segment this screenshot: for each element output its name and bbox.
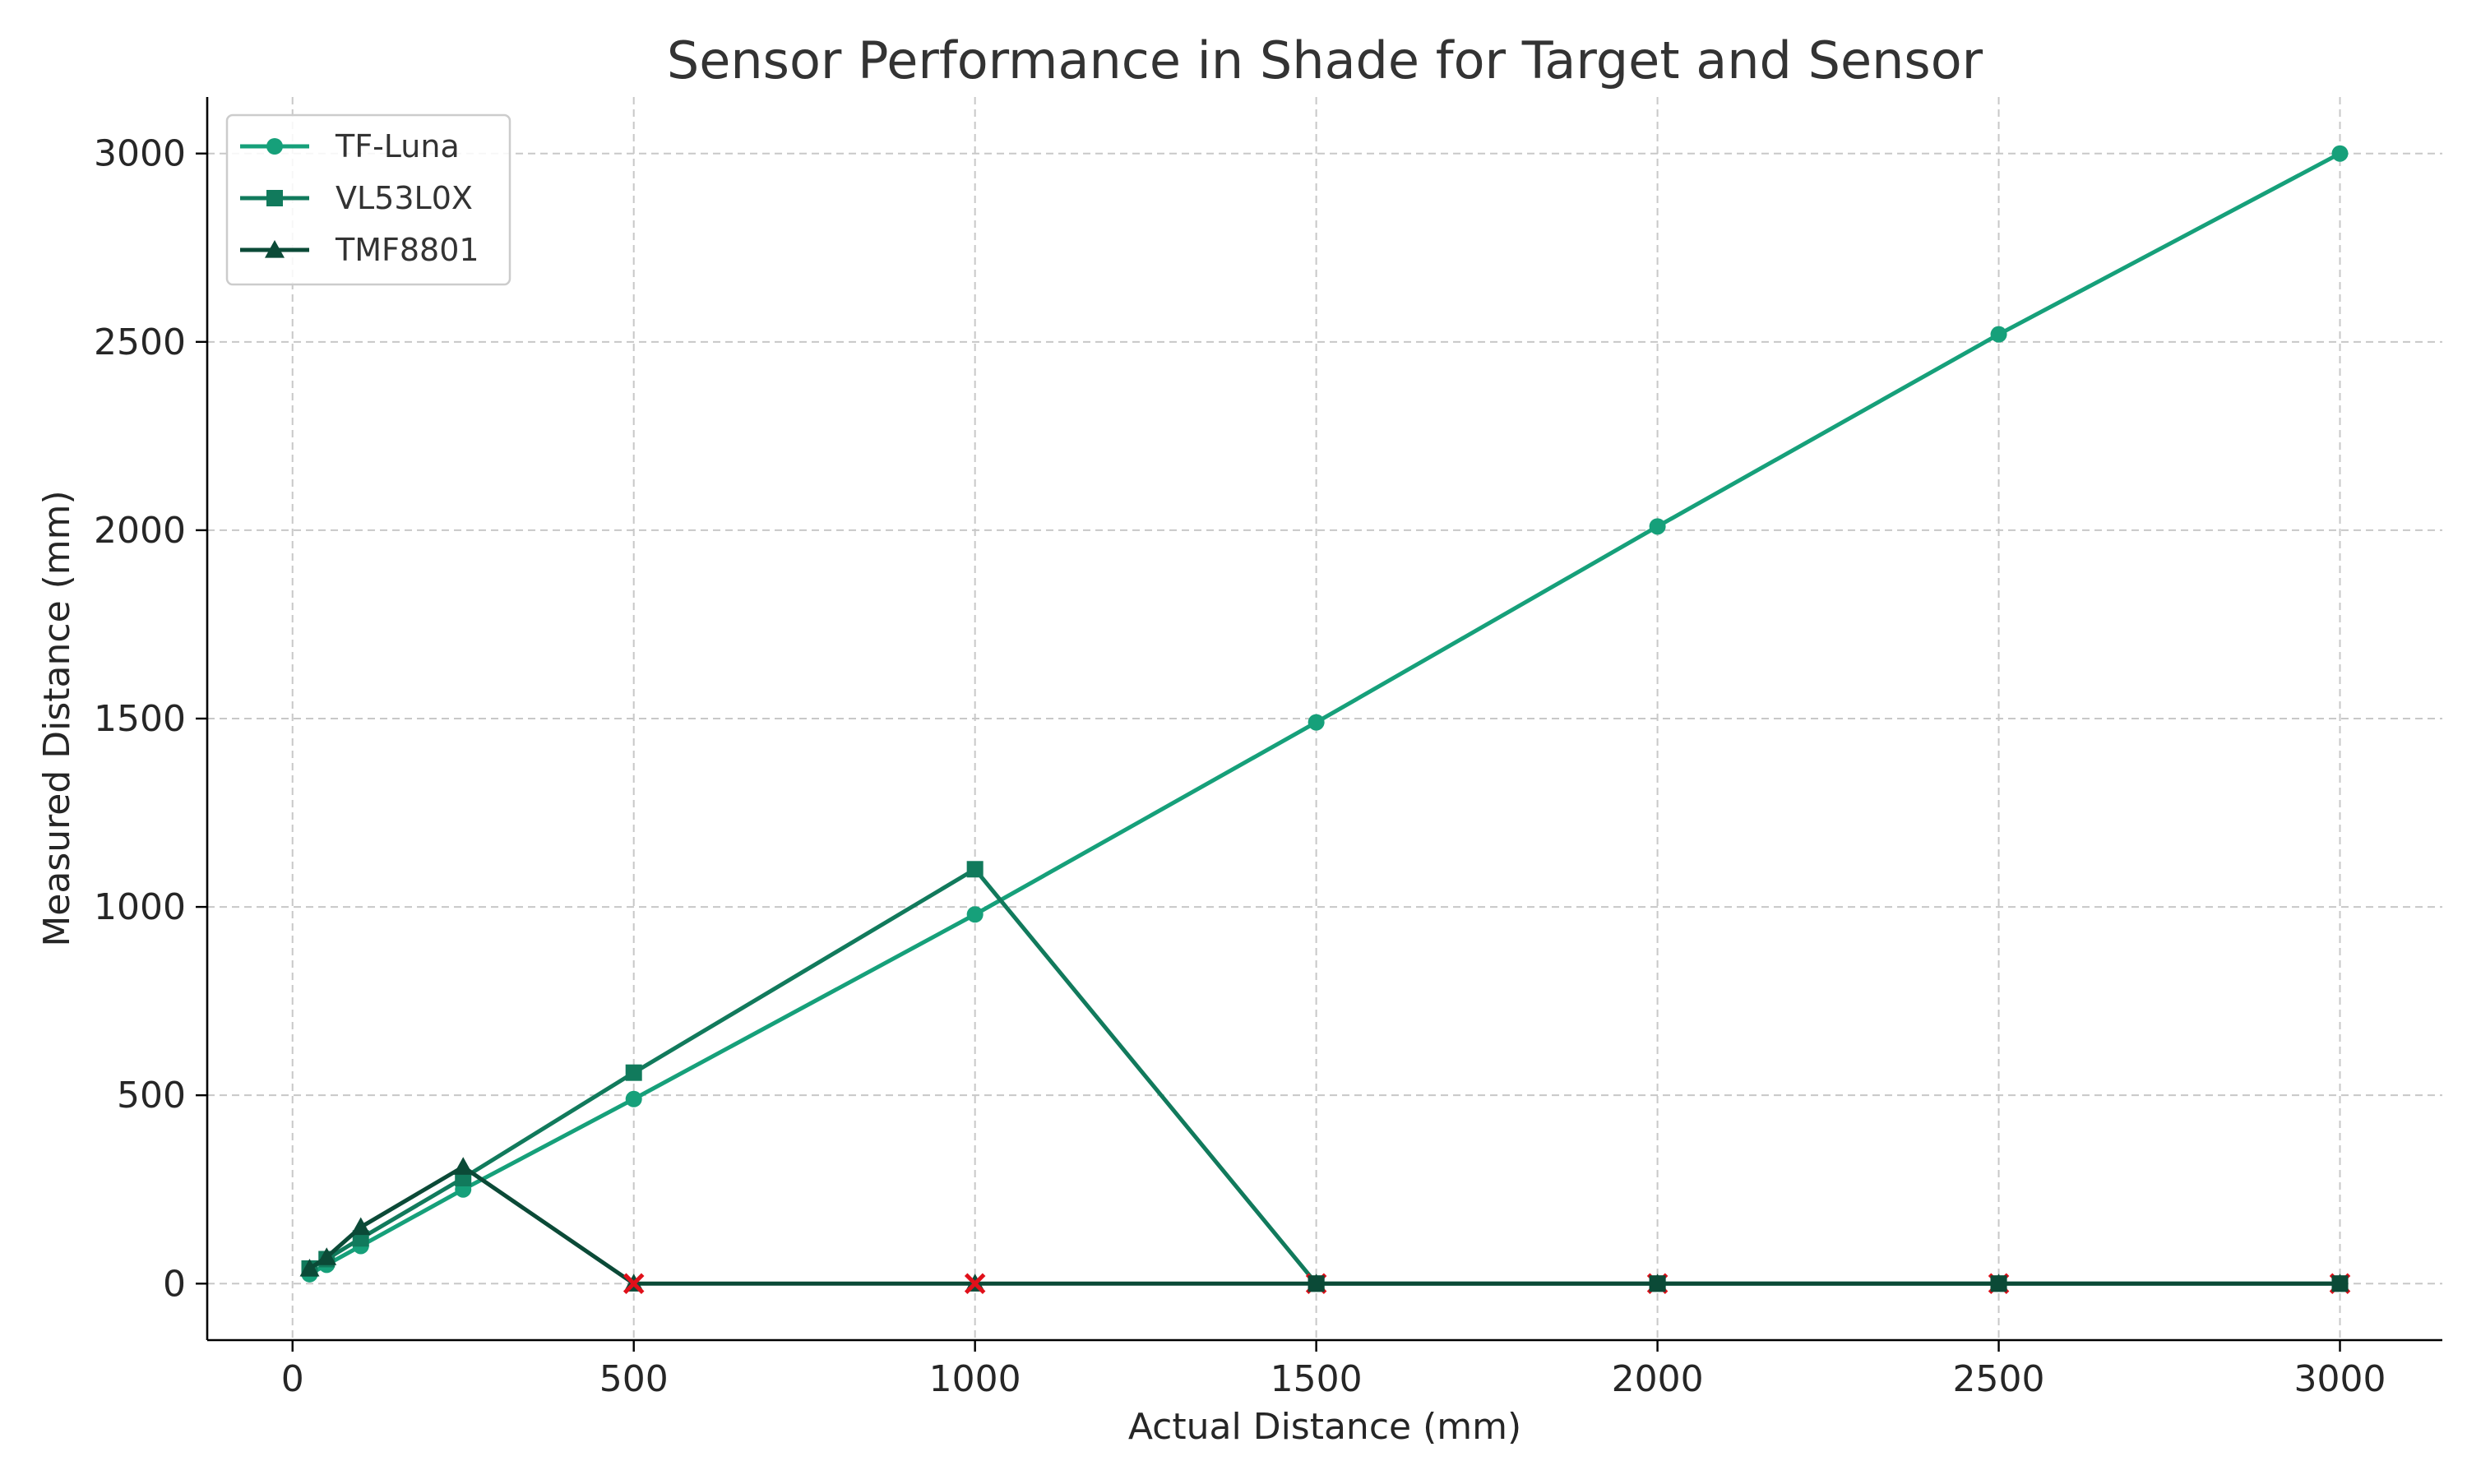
data-point-tf-luna <box>1308 714 1325 731</box>
series-tf-luna <box>301 145 2349 1283</box>
data-point-overlay <box>1308 1275 1325 1292</box>
legend-swatch-marker <box>266 190 283 206</box>
data-point-vl53l0x <box>625 1064 642 1081</box>
data-point-vl53l0x <box>966 861 984 878</box>
data-point-tmf8801 <box>350 1217 371 1236</box>
legend-entry-tmf8801: TMF8801 <box>240 232 479 268</box>
x-tick-label: 1500 <box>1271 1358 1363 1400</box>
x-tick-label: 2500 <box>1953 1358 2045 1400</box>
series-line-tmf8801 <box>308 1164 2340 1286</box>
overlay-points <box>1308 1275 2349 1292</box>
y-tick-label: 1500 <box>94 698 186 740</box>
legend: TF-Luna VL53L0X TMF8801 <box>225 113 511 286</box>
x-tick-label: 2000 <box>1612 1358 1704 1400</box>
y-axis-label: Measured Distance (mm) <box>36 490 78 946</box>
series-vl53l0x <box>301 861 2349 1292</box>
data-point-tf-luna <box>1649 518 1666 535</box>
legend-label: VL53L0X <box>336 180 473 216</box>
x-tick-label: 0 <box>281 1358 304 1400</box>
data-point-tf-luna <box>2331 145 2349 162</box>
series-line-vl53l0x <box>308 867 2340 1286</box>
failure-markers <box>623 1273 2351 1295</box>
x-tick-label: 1000 <box>929 1358 1021 1400</box>
legend-frame <box>225 113 511 286</box>
legend-label: TMF8801 <box>335 232 479 268</box>
series-line-tf-luna <box>308 151 2341 1277</box>
chart-title: Sensor Performance in Shade for Target a… <box>667 30 1983 90</box>
legend-swatch-marker <box>266 138 283 155</box>
data-point-overlay <box>1990 1275 2007 1292</box>
failure-marker-stroke <box>623 1273 645 1295</box>
failure-marker <box>623 1273 645 1295</box>
failure-marker-stroke <box>964 1273 986 1295</box>
data-point-overlay <box>2331 1275 2349 1292</box>
y-tick-label: 1000 <box>94 886 186 928</box>
failure-marker <box>964 1273 986 1295</box>
legend-entry-vl53l0x: VL53L0X <box>240 180 473 216</box>
legend-swatch-marker <box>265 240 285 258</box>
data-point-tf-luna <box>966 906 984 923</box>
x-tick-label: 3000 <box>2294 1358 2386 1400</box>
data-point-tmf8801 <box>317 1247 337 1265</box>
legend-label: TF-Luna <box>335 128 460 164</box>
y-tick-label: 500 <box>117 1075 186 1116</box>
x-tick-label: 500 <box>599 1358 669 1400</box>
y-tick-label: 0 <box>163 1263 186 1305</box>
ticks: 0 500 1000 1500 2000 2500 3000 0 500 1000 1500 2000… <box>94 133 2386 1400</box>
y-tick-label: 2000 <box>94 510 186 552</box>
legend-entry-tf-luna: TF-Luna <box>240 128 460 164</box>
data-point-tmf8801 <box>453 1157 474 1175</box>
data-point-overlay <box>1649 1275 1666 1292</box>
data-point-tmf8801 <box>299 1258 320 1277</box>
data-point-tf-luna <box>625 1090 642 1107</box>
data-point-tf-luna <box>1990 326 2007 343</box>
series-tmf8801 <box>299 1157 2350 1292</box>
y-tick-label: 2500 <box>94 321 186 363</box>
y-tick-label: 3000 <box>94 133 186 175</box>
x-axis-label: Actual Distance (mm) <box>1128 1406 1521 1448</box>
